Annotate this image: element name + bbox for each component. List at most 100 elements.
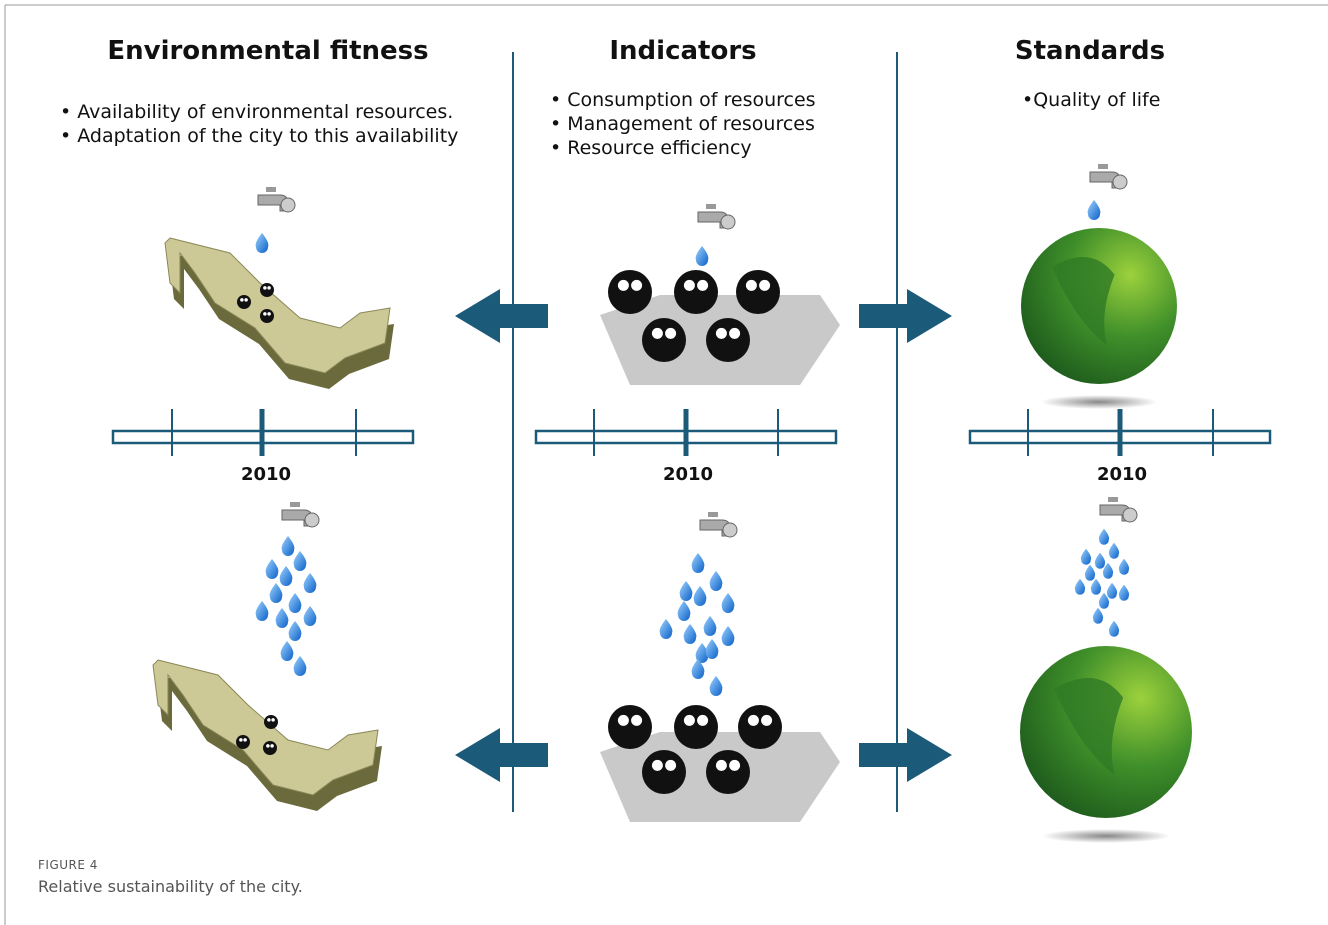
water-drop [1087, 200, 1101, 220]
water-drop [721, 593, 735, 613]
creature-eye [715, 327, 727, 339]
figure-label: FIGURE 4 [38, 858, 98, 872]
water-drop [693, 586, 707, 606]
water-drop [659, 619, 673, 639]
arrow [455, 289, 548, 343]
water-drop [721, 626, 735, 646]
creature [260, 309, 274, 323]
water-drop [709, 676, 723, 696]
bullet: Resource efficiency [550, 136, 816, 160]
tap-handle [722, 522, 738, 538]
water-drop [1106, 582, 1118, 599]
water-drop [677, 601, 691, 621]
creature-eye [665, 327, 677, 339]
bullet-list: Availability of environmental resources.… [60, 100, 458, 148]
tap-handle [280, 197, 296, 213]
creature-eye [729, 759, 741, 771]
creature-eye [244, 298, 248, 302]
creature-eye [267, 286, 271, 290]
creature [642, 318, 686, 362]
creature-eye [745, 279, 757, 291]
creature [236, 735, 250, 749]
creature-eye [271, 718, 275, 722]
water-drop [1108, 620, 1120, 637]
water-drop [1098, 528, 1110, 545]
tap-handle [720, 214, 736, 230]
water-drop [269, 583, 283, 603]
water-drop [280, 641, 294, 661]
water-drop [703, 616, 717, 636]
water-drop [303, 606, 317, 626]
tap-top [266, 187, 276, 192]
creature-eye [617, 714, 629, 726]
water-drop [695, 246, 709, 266]
water-drop [683, 624, 697, 644]
water-drop [279, 566, 293, 586]
creature [237, 295, 251, 309]
map [152, 659, 379, 796]
globe-shadow [1040, 395, 1158, 409]
continent [1054, 677, 1124, 775]
water-drop [1094, 552, 1106, 569]
globe-shadow [1041, 829, 1171, 843]
creature-eye [267, 718, 271, 722]
creature-eye [697, 714, 709, 726]
creature-eye [651, 327, 663, 339]
water-drop [255, 601, 269, 621]
water-drop [293, 656, 307, 676]
timeline-label: 2010 [1096, 464, 1148, 485]
water-drop [293, 551, 307, 571]
column-title: Standards [1014, 36, 1166, 66]
creature [642, 750, 686, 794]
arrow [859, 728, 952, 782]
creature [736, 270, 780, 314]
tap-top [708, 512, 718, 517]
water-drop [1108, 542, 1120, 559]
creature [263, 741, 277, 755]
bullet-list: Quality of life [1022, 88, 1160, 112]
water-drop [1098, 592, 1110, 609]
creature [738, 705, 782, 749]
timeline-label: 2010 [240, 464, 292, 485]
creature [706, 750, 750, 794]
creature [608, 705, 652, 749]
creature-eye [747, 714, 759, 726]
creature-eye [651, 759, 663, 771]
creature-eye [683, 279, 695, 291]
water-drop [1080, 548, 1092, 565]
bullet: Adaptation of the city to this availabil… [60, 124, 458, 148]
water-drop [691, 659, 705, 679]
figure-caption: Relative sustainability of the city. [38, 877, 303, 896]
creature [608, 270, 652, 314]
continent [1052, 256, 1115, 345]
creature [264, 715, 278, 729]
tap-top [706, 204, 716, 209]
water-drop [691, 553, 705, 573]
creature-eye [715, 759, 727, 771]
tap-handle [1112, 174, 1128, 190]
water-drop [288, 593, 302, 613]
creature-eye [759, 279, 771, 291]
water-drop [695, 643, 709, 663]
column-title: Environmental fitness [107, 36, 429, 66]
tap-top [1098, 164, 1108, 169]
tap-top [290, 502, 300, 507]
bullet: Consumption of resources [550, 88, 815, 112]
water-drop [1092, 607, 1104, 624]
creature-eye [617, 279, 629, 291]
timeline-label: 2010 [662, 464, 714, 485]
creature [674, 270, 718, 314]
creature-eye [263, 286, 267, 290]
water-drop [1102, 562, 1114, 579]
creature-eye [266, 744, 270, 748]
column-title: Indicators [609, 36, 757, 66]
water-drop [303, 573, 317, 593]
water-drop [255, 233, 269, 253]
tap-handle [1122, 507, 1138, 523]
tap-top [1108, 497, 1118, 502]
water-drop [1084, 564, 1096, 581]
bullet: Availability of environmental resources. [60, 100, 458, 124]
creature-eye [270, 744, 274, 748]
